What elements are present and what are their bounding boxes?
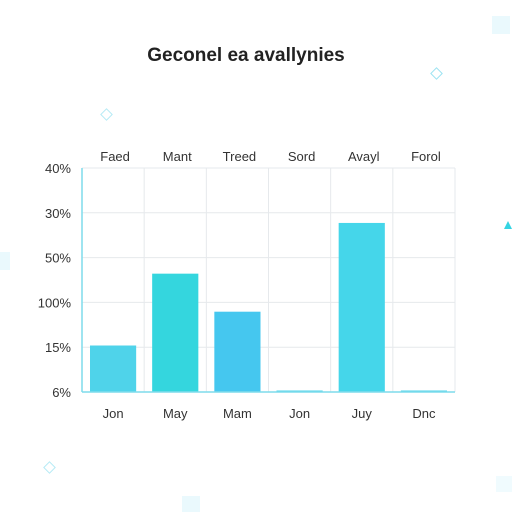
x-category-label: Jon — [103, 406, 124, 421]
bar — [214, 311, 261, 392]
decor-square — [496, 476, 512, 492]
x-category-label: Dnc — [412, 406, 436, 421]
y-tick-label: 100% — [38, 295, 72, 310]
x-category-label: Juy — [352, 406, 373, 421]
y-tick-label: 30% — [45, 206, 71, 221]
y-tick-label: 15% — [45, 340, 71, 355]
y-tick-labels: 40% 30% 50% 100% 15% 6% — [38, 161, 72, 400]
x-category-label: Jon — [289, 406, 310, 421]
top-category-label: Faed — [100, 149, 130, 164]
top-labels: Faed Mant Treed Sord Avayl Forol — [100, 149, 441, 164]
top-category-label: Sord — [288, 149, 315, 164]
y-tick-label: 50% — [45, 251, 71, 266]
y-tick-label: 40% — [45, 161, 71, 176]
decor-square — [0, 252, 10, 270]
top-category-label: Avayl — [348, 149, 380, 164]
axes — [81, 168, 455, 393]
bar — [338, 222, 385, 392]
decor-triangle — [504, 221, 512, 229]
x-category-label: May — [163, 406, 188, 421]
chart-title: Geconel ea avallynies — [147, 45, 345, 66]
decor-square — [492, 16, 510, 34]
bar — [152, 273, 199, 392]
grid — [81, 167, 456, 393]
x-category-labels: Jon May Mam Jon Juy Dnc — [103, 406, 436, 421]
top-category-label: Forol — [411, 149, 441, 164]
bar — [90, 345, 137, 392]
x-category-label: Mam — [223, 406, 252, 421]
top-category-label: Treed — [223, 149, 256, 164]
decor-square — [182, 496, 200, 512]
y-tick-label: 6% — [52, 385, 71, 400]
bars — [90, 222, 447, 392]
top-category-label: Mant — [163, 149, 192, 164]
